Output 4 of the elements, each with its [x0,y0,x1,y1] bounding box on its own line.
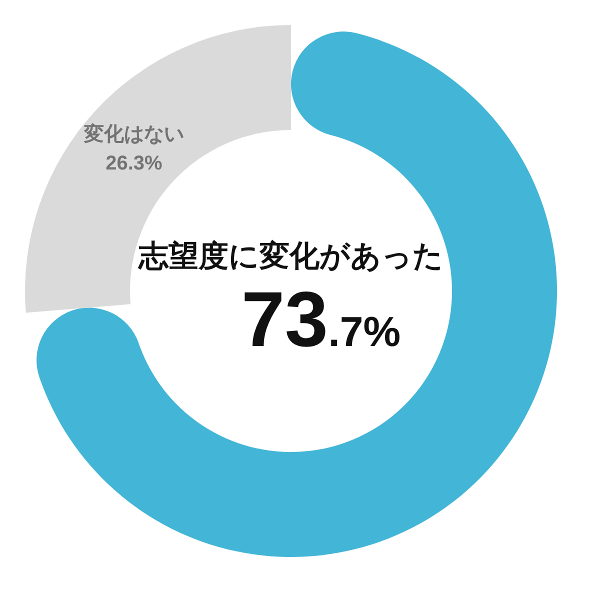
data-label: 26.3% [106,152,163,174]
slice-label: 志望度に変化があった [138,239,444,273]
slice-label: 変化はない [82,122,184,146]
data-label: 73.7% [241,275,401,363]
